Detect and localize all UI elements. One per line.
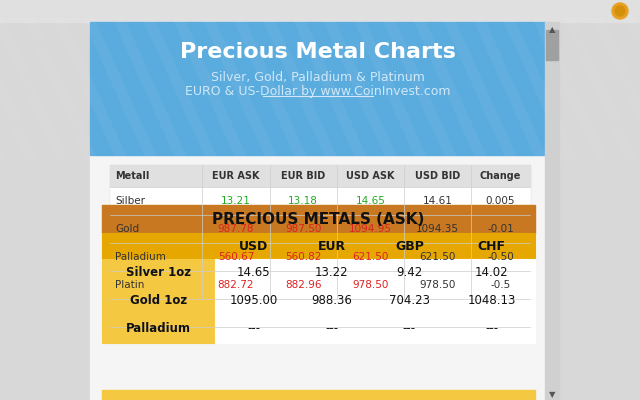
Text: Platin: Platin <box>115 280 145 290</box>
Bar <box>292 287 371 315</box>
Text: 14.65: 14.65 <box>237 266 270 280</box>
Text: USD BID: USD BID <box>415 171 460 181</box>
Bar <box>371 259 449 287</box>
Bar <box>371 287 449 315</box>
Text: Gold 1oz: Gold 1oz <box>130 294 187 308</box>
Bar <box>214 315 292 343</box>
Bar <box>90 22 545 155</box>
Bar <box>214 259 292 287</box>
Text: Silver 1oz: Silver 1oz <box>125 266 191 280</box>
Circle shape <box>615 6 625 16</box>
Text: CHF: CHF <box>477 240 506 252</box>
Text: 14.61: 14.61 <box>422 196 452 206</box>
Text: Metall: Metall <box>115 171 149 181</box>
Text: Silver, Gold, Palladium & Platinum: Silver, Gold, Palladium & Platinum <box>211 70 424 84</box>
Text: ---: --- <box>325 322 338 336</box>
Circle shape <box>612 3 628 19</box>
Text: GBP: GBP <box>395 240 424 252</box>
Text: 1095.00: 1095.00 <box>229 294 278 308</box>
Text: -0.01: -0.01 <box>487 224 514 234</box>
Text: 988.36: 988.36 <box>311 294 352 308</box>
Bar <box>102 390 535 400</box>
Bar <box>110 271 530 299</box>
Bar <box>110 165 530 187</box>
Text: Change: Change <box>480 171 522 181</box>
Bar <box>449 259 535 287</box>
Bar <box>102 259 214 287</box>
Text: ---: --- <box>485 322 499 336</box>
Text: -0.5: -0.5 <box>490 280 511 290</box>
Bar <box>102 233 535 259</box>
Text: Gold: Gold <box>115 224 139 234</box>
Text: 13.22: 13.22 <box>315 266 348 280</box>
Text: 13.18: 13.18 <box>288 196 318 206</box>
Text: 14.02: 14.02 <box>475 266 509 280</box>
Text: Silber: Silber <box>115 196 145 206</box>
Text: EURO & US-Dollar by www.CoinInvest.com: EURO & US-Dollar by www.CoinInvest.com <box>185 86 451 98</box>
Bar <box>292 315 371 343</box>
Text: ---: --- <box>403 322 416 336</box>
Text: 560.82: 560.82 <box>285 252 321 262</box>
Text: 704.23: 704.23 <box>389 294 430 308</box>
Text: 882.72: 882.72 <box>218 280 254 290</box>
Text: 9.42: 9.42 <box>396 266 422 280</box>
Text: -0.50: -0.50 <box>487 252 514 262</box>
Bar <box>102 287 214 315</box>
Text: EUR BID: EUR BID <box>281 171 325 181</box>
Text: ▲: ▲ <box>548 26 556 34</box>
Text: 621.50: 621.50 <box>419 252 456 262</box>
Text: 987.78: 987.78 <box>218 224 254 234</box>
Bar <box>292 259 371 287</box>
Text: 1094.35: 1094.35 <box>416 224 459 234</box>
Bar <box>102 315 214 343</box>
Text: 1094.95: 1094.95 <box>349 224 392 234</box>
Bar <box>546 30 558 60</box>
Bar <box>449 315 535 343</box>
Text: Precious Metal Charts: Precious Metal Charts <box>180 42 456 62</box>
Bar <box>371 315 449 343</box>
Text: PRECIOUS METALS (ASK): PRECIOUS METALS (ASK) <box>212 212 425 226</box>
Bar <box>102 205 535 233</box>
Bar <box>449 287 535 315</box>
Text: 560.67: 560.67 <box>218 252 254 262</box>
Bar <box>110 215 530 243</box>
Text: Palladium: Palladium <box>126 322 191 336</box>
Text: 882.96: 882.96 <box>285 280 321 290</box>
Bar <box>110 165 530 299</box>
Bar <box>545 22 559 400</box>
Text: ---: --- <box>247 322 260 336</box>
Text: ▼: ▼ <box>548 390 556 400</box>
Text: EUR: EUR <box>317 240 346 252</box>
Text: EUR ASK: EUR ASK <box>212 171 260 181</box>
Text: 14.65: 14.65 <box>355 196 385 206</box>
Text: 978.50: 978.50 <box>419 280 456 290</box>
Text: 13.21: 13.21 <box>221 196 251 206</box>
Text: 987.50: 987.50 <box>285 224 321 234</box>
Text: 621.50: 621.50 <box>352 252 388 262</box>
Text: 1048.13: 1048.13 <box>467 294 516 308</box>
Bar <box>214 287 292 315</box>
Bar <box>90 22 545 400</box>
Text: USD: USD <box>239 240 268 252</box>
Text: Palladium: Palladium <box>115 252 166 262</box>
Bar <box>110 243 530 271</box>
Text: 0.005: 0.005 <box>486 196 515 206</box>
Text: 978.50: 978.50 <box>352 280 388 290</box>
Bar <box>110 187 530 215</box>
Bar <box>0 0 640 22</box>
Text: USD ASK: USD ASK <box>346 171 395 181</box>
